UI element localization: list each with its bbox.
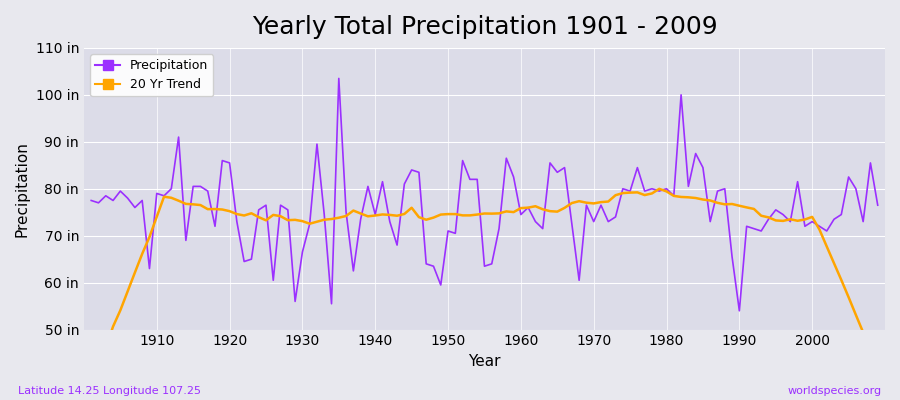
X-axis label: Year: Year	[468, 354, 500, 369]
Title: Yearly Total Precipitation 1901 - 2009: Yearly Total Precipitation 1901 - 2009	[252, 15, 717, 39]
Text: worldspecies.org: worldspecies.org	[788, 386, 882, 396]
Text: Latitude 14.25 Longitude 107.25: Latitude 14.25 Longitude 107.25	[18, 386, 201, 396]
Y-axis label: Precipitation: Precipitation	[15, 141, 30, 237]
Legend: Precipitation, 20 Yr Trend: Precipitation, 20 Yr Trend	[90, 54, 213, 96]
